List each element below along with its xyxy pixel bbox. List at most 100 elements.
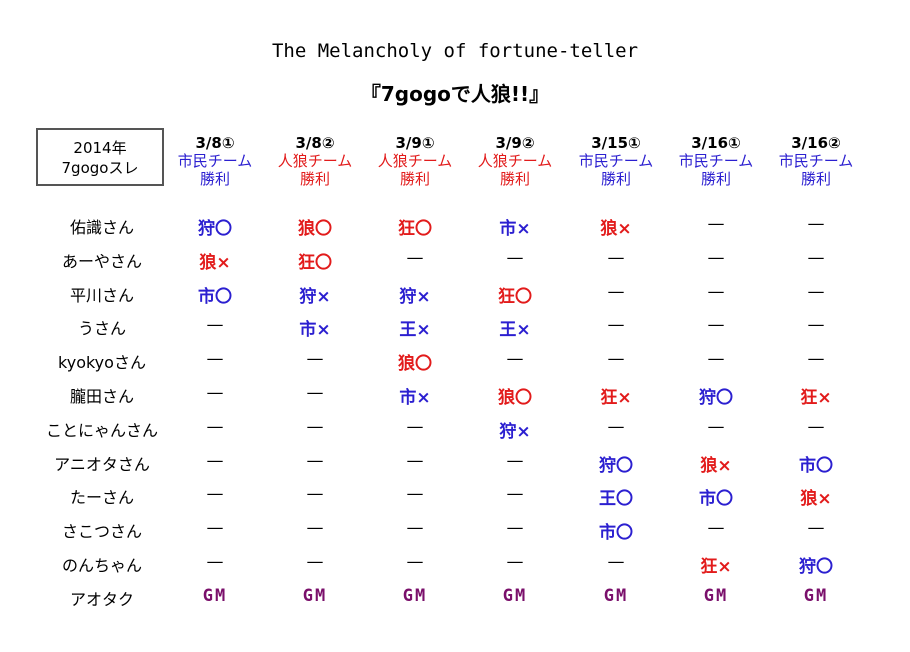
result-cell: — [707, 315, 725, 336]
game-header-2: 3/8② 人狼チーム 勝利 [265, 134, 365, 188]
result-cell: — [607, 247, 625, 268]
result-cell: — [807, 247, 825, 268]
result-cell: — [306, 383, 324, 403]
result-cell: — [206, 552, 224, 572]
result-cell: — [206, 416, 224, 437]
result-cell: — [406, 518, 424, 539]
corner-label-box: 2014年 7gogoスレ [36, 128, 164, 186]
player-name: さこつさん [61, 522, 142, 542]
result-cell: — [807, 214, 825, 234]
result-cell: 狩× [299, 286, 331, 307]
result-cell: 狩〇 [599, 455, 633, 476]
result-cell: 狂〇 [298, 252, 332, 273]
result-cell: — [807, 281, 825, 302]
game-result: 勝利 [700, 170, 731, 188]
player-name: 佑識さん [69, 218, 134, 237]
result-cell: — [206, 484, 224, 505]
result-cell: — [506, 552, 524, 572]
result-cell: GM [302, 585, 328, 606]
player-name: ことにゃんさん [45, 420, 158, 440]
result-cell: — [707, 349, 725, 370]
result-cell: 市〇 [599, 523, 633, 544]
result-cell: — [607, 281, 625, 302]
result-cell: 狼× [800, 489, 832, 510]
player-name: のんちゃん [61, 556, 142, 575]
result-cell: — [306, 552, 324, 572]
player-name: たーさん [69, 488, 134, 508]
game-date: 3/8② [295, 134, 335, 152]
game-team: 市民チーム [778, 152, 854, 170]
result-cell: — [306, 484, 324, 505]
result-cell: — [506, 450, 524, 471]
player-name: うさん [77, 319, 126, 339]
result-cell: GM [202, 585, 228, 606]
result-cell: 王× [399, 320, 431, 341]
result-cell: — [506, 518, 524, 539]
result-cell: — [206, 315, 224, 336]
result-cell: — [306, 518, 324, 539]
result-cell: — [807, 518, 825, 539]
result-cell: — [306, 416, 324, 437]
player-name: あーやさん [61, 251, 142, 271]
result-cell: — [707, 214, 725, 234]
result-cell: — [306, 450, 324, 471]
game-result: 勝利 [199, 170, 230, 188]
result-cell: — [607, 349, 625, 370]
game-team: 人狼チーム [277, 152, 353, 170]
result-cell: 狼〇 [498, 388, 532, 408]
game-date: 3/8① [195, 134, 235, 152]
game-date: 3/15① [591, 134, 641, 152]
result-cell: — [607, 552, 625, 572]
result-cell: — [707, 518, 725, 539]
corner-thread: 7gogoスレ [61, 159, 139, 177]
result-cell: — [707, 416, 725, 437]
game-result: 勝利 [399, 170, 430, 188]
result-cell: — [506, 349, 524, 370]
result-cell: — [206, 518, 224, 539]
player-name: 朧田さん [69, 387, 134, 406]
game-header-1: 3/8① 市民チーム 勝利 [165, 134, 265, 188]
result-cell: — [607, 416, 625, 437]
result-cell: GM [402, 585, 428, 606]
game-result: 勝利 [299, 170, 330, 188]
game-header-5: 3/15① 市民チーム 勝利 [566, 134, 666, 188]
result-cell: — [206, 383, 224, 403]
game-team: 市民チーム [177, 152, 253, 170]
result-cell: — [406, 416, 424, 437]
game-header-3: 3/9① 人狼チーム 勝利 [365, 134, 465, 188]
result-cell: 狼× [199, 252, 231, 273]
game-header-7: 3/16② 市民チーム 勝利 [766, 134, 866, 188]
result-cell: — [206, 349, 224, 370]
result-cell: — [506, 247, 524, 268]
result-cell: — [707, 247, 725, 268]
title-japanese: 『7gogoで人狼!!』 [360, 82, 550, 106]
result-cell: 市〇 [799, 455, 833, 476]
result-cell: — [807, 349, 825, 370]
result-cell: 市× [399, 388, 431, 408]
result-cell: 狂× [800, 388, 832, 408]
result-cell: — [607, 315, 625, 336]
result-cell: — [406, 484, 424, 505]
result-cell: GM [803, 585, 829, 606]
player-name: kyokyoさん [58, 353, 146, 373]
result-cell: — [807, 416, 825, 437]
result-cell: 狼× [600, 219, 632, 239]
result-cell: — [807, 315, 825, 336]
result-cell: 狩× [499, 421, 531, 442]
game-result: 勝利 [800, 170, 831, 188]
result-cell: — [206, 450, 224, 471]
result-cell: GM [603, 585, 629, 606]
player-name: アニオタさん [54, 454, 150, 474]
result-cell: 狼〇 [298, 219, 332, 239]
result-cell: — [406, 450, 424, 471]
game-team: 人狼チーム [477, 152, 553, 170]
game-team: 市民チーム [578, 152, 654, 170]
game-team: 人狼チーム [377, 152, 453, 170]
player-name: 平川さん [69, 285, 134, 305]
game-result: 勝利 [600, 170, 631, 188]
result-cell: 市× [499, 219, 531, 239]
result-cell: — [306, 349, 324, 370]
game-team: 市民チーム [678, 152, 754, 170]
player-name: アオタク [69, 589, 134, 609]
result-cell: 王× [499, 320, 531, 341]
